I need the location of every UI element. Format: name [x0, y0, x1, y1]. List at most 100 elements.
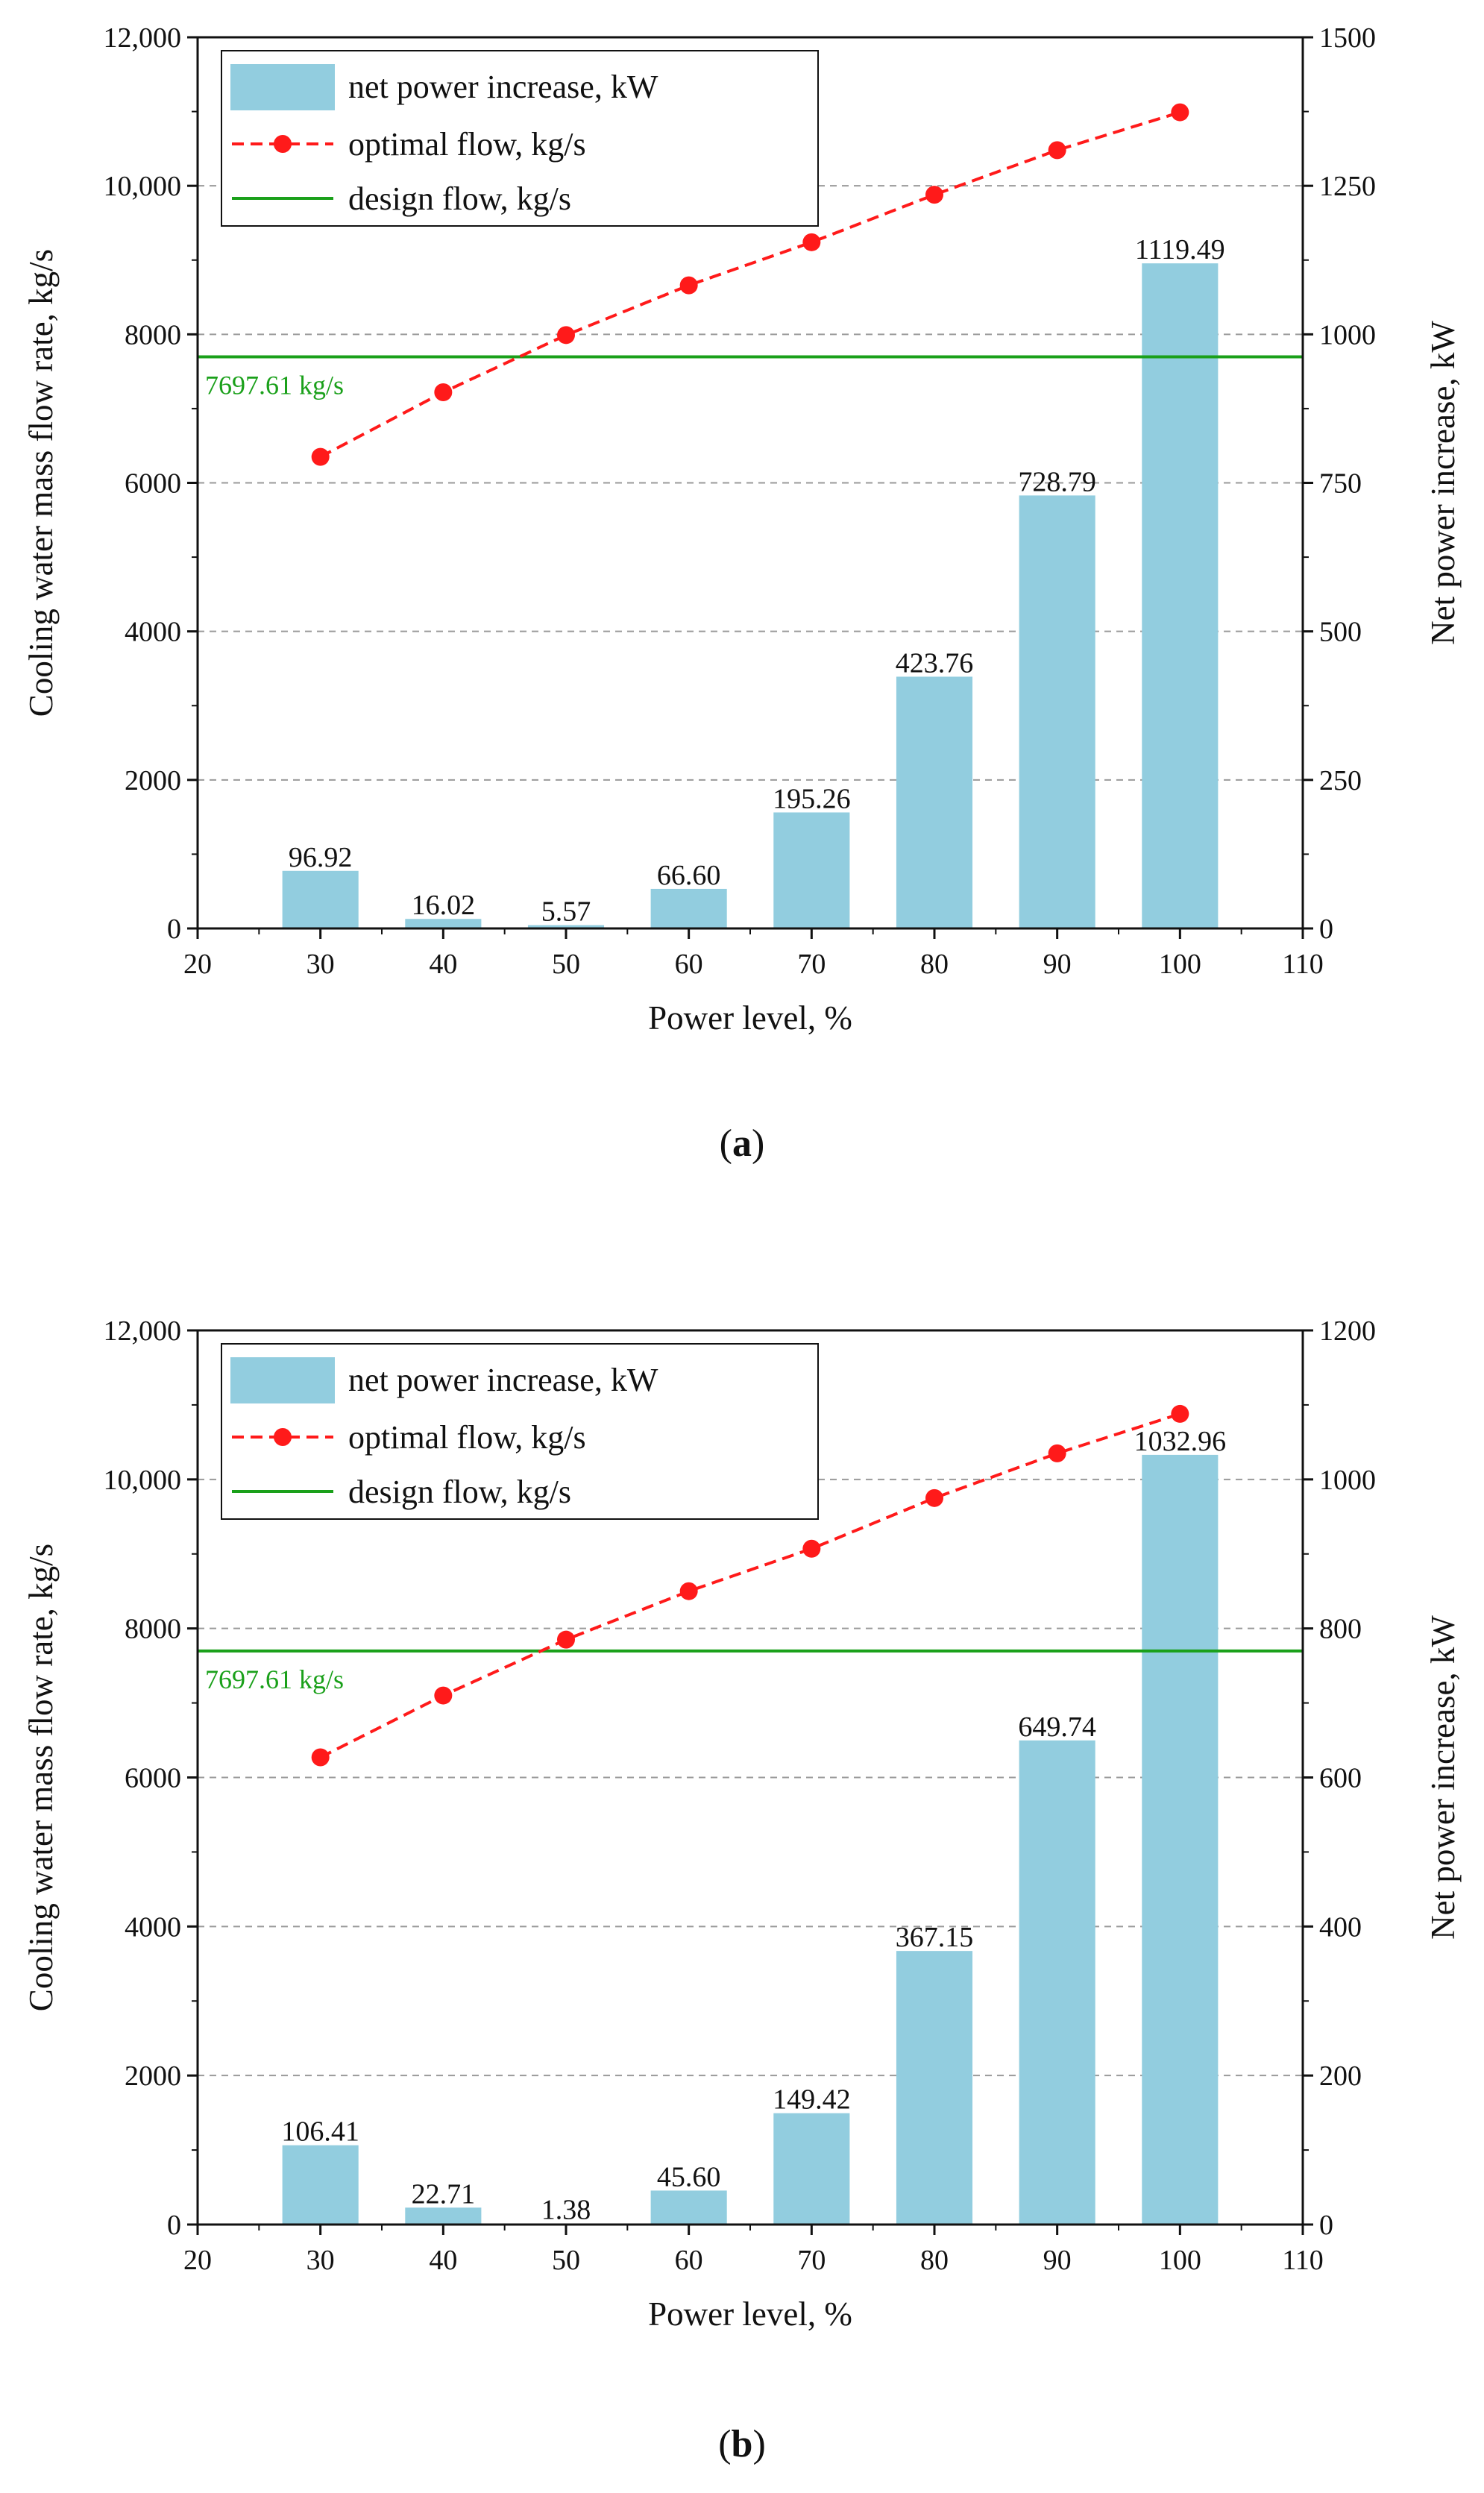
- y-right-tick-label: 800: [1319, 1614, 1362, 1645]
- optimal-flow-point-60: [679, 276, 698, 295]
- optimal-flow-line: [319, 1412, 1180, 1759]
- legend-label-design-flow: design flow, kg/s: [348, 1474, 571, 1510]
- y-right-tick-label: 1200: [1319, 1315, 1376, 1347]
- optimal-flow-point-90: [1048, 1444, 1066, 1462]
- x-tick-label: 70: [797, 2245, 826, 2276]
- optimal-flow-point-100: [1171, 1404, 1189, 1423]
- panel-label: (a): [720, 1122, 765, 1165]
- legend-swatch-bar: [230, 1357, 335, 1403]
- y-left-tick-label: 4000: [125, 617, 181, 648]
- x-axis-title: Power level, %: [648, 999, 852, 1037]
- bar-label-30: 96.92: [289, 842, 353, 873]
- legend-label-design-flow: design flow, kg/s: [348, 180, 571, 217]
- x-tick-label: 30: [306, 949, 335, 980]
- x-tick-label: 50: [552, 949, 580, 980]
- y-right-tick-label: 750: [1319, 468, 1362, 500]
- x-tick-label: 90: [1043, 949, 1072, 980]
- y-left-tick-label: 0: [167, 914, 181, 945]
- bar-label-100: 1032.96: [1134, 1426, 1227, 1457]
- y-left-tick-label: 2000: [125, 2060, 181, 2092]
- bar-label-50: 5.57: [541, 896, 591, 928]
- bar-label-50: 1.38: [541, 2195, 591, 2226]
- bar-50: [527, 925, 605, 928]
- optimal-flow-point-50: [557, 1630, 575, 1649]
- y-right-axis-title: Net power increase, kW: [1424, 321, 1462, 645]
- y-left-tick-label: 10,000: [104, 1465, 182, 1496]
- y-right-tick-label: 0: [1319, 914, 1333, 945]
- optimal-flow-point-80: [925, 1488, 943, 1507]
- y-left-axis-title: Cooling water mass flow rate, kg/s: [22, 249, 60, 717]
- optimal-flow-point-70: [802, 1539, 821, 1558]
- bar-label-100: 1119.49: [1135, 234, 1225, 265]
- bar-40: [405, 2207, 482, 2225]
- x-axis-title: Power level, %: [648, 2295, 852, 2333]
- design-flow-label: 7697.61 kg/s: [205, 1664, 344, 1694]
- y-left-tick-label: 6000: [125, 1763, 181, 1794]
- x-tick-label: 110: [1282, 2245, 1324, 2276]
- optimal-flow-point-80: [925, 186, 943, 204]
- y-right-tick-label: 0: [1319, 2210, 1333, 2241]
- y-left-tick-label: 0: [167, 2210, 181, 2241]
- chart-panel-a: 7697.61 kg/s 96.92 16.02 5.57 66.60 195.26 423…: [22, 22, 1462, 1165]
- x-tick-label: 110: [1282, 949, 1324, 980]
- bar-label-60: 45.60: [657, 2161, 721, 2192]
- optimal-flow-point-30: [311, 1748, 330, 1767]
- y-right-axis-title: Net power increase, kW: [1424, 1615, 1462, 1940]
- x-tick-label: 80: [920, 2245, 949, 2276]
- bar-label-40: 16.02: [412, 890, 476, 921]
- bar-30: [282, 2145, 359, 2225]
- bar-label-60: 66.60: [657, 860, 721, 891]
- y-right-tick-label: 600: [1319, 1763, 1362, 1794]
- chart-panel-b: 7697.61 kg/s 106.41 22.71 1.38 45.60 149.42 36…: [22, 1315, 1462, 2465]
- bar-label-40: 22.71: [412, 2178, 476, 2210]
- x-tick-label: 50: [552, 2245, 580, 2276]
- bar-90: [1019, 495, 1095, 928]
- bar-label-90: 649.74: [1018, 1711, 1096, 1743]
- optimal-flow-point-40: [434, 383, 453, 402]
- bar-40: [405, 919, 482, 928]
- y-right-tick-label: 1000: [1319, 319, 1376, 350]
- optimal-flow-point-60: [679, 1582, 698, 1600]
- x-tick-label: 80: [920, 949, 949, 980]
- bar-100: [1142, 1454, 1219, 2225]
- y-left-tick-label: 12,000: [104, 22, 182, 54]
- legend-label-optimal-flow: optimal flow, kg/s: [348, 1419, 586, 1456]
- y-left-axis-title: Cooling water mass flow rate, kg/s: [22, 1544, 60, 2011]
- y-left-tick-label: 4000: [125, 1911, 181, 1943]
- optimal-flow-point-50: [557, 326, 575, 345]
- optimal-flow-point-100: [1171, 103, 1189, 122]
- legend-label-optimal-flow: optimal flow, kg/s: [348, 126, 586, 163]
- legend: net power increase, kW optimal flow, kg/s…: [221, 1343, 819, 1520]
- legend-swatch-bar: [230, 64, 335, 110]
- y-right-tick-label: 400: [1319, 1911, 1362, 1943]
- y-right-tick-label: 500: [1319, 617, 1362, 648]
- legend-label-net-power: net power increase, kW: [348, 1362, 658, 1398]
- optimal-flow-line: [319, 110, 1180, 459]
- bar-label-70: 149.42: [773, 2084, 851, 2116]
- y-right-tick-label: 1000: [1319, 1465, 1376, 1496]
- x-tick-label: 40: [429, 2245, 457, 2276]
- x-tick-label: 100: [1159, 949, 1201, 980]
- x-tick-label: 60: [675, 949, 703, 980]
- bar-70: [773, 812, 850, 928]
- y-right-tick-label: 250: [1319, 765, 1362, 796]
- y-left-tick-label: 8000: [125, 319, 181, 350]
- x-tick-label: 20: [183, 949, 212, 980]
- bar-60: [650, 888, 727, 928]
- bar-100: [1142, 263, 1219, 928]
- x-tick-label: 60: [675, 2245, 703, 2276]
- x-tick-label: 70: [797, 949, 826, 980]
- y-left-tick-label: 6000: [125, 468, 181, 500]
- x-tick-label: 40: [429, 949, 457, 980]
- legend-swatch-optimal-marker: [274, 135, 292, 153]
- bar-label-80: 423.76: [896, 647, 974, 679]
- legend-swatch-optimal-marker: [274, 1428, 292, 1446]
- bar-90: [1019, 1740, 1095, 2225]
- x-tick-label: 90: [1043, 2245, 1072, 2276]
- y-left-tick-label: 10,000: [104, 171, 182, 202]
- x-tick-label: 30: [306, 2245, 335, 2276]
- bar-label-30: 106.41: [281, 2116, 359, 2148]
- y-right-tick-label: 1500: [1319, 22, 1376, 54]
- bar-70: [773, 2113, 850, 2225]
